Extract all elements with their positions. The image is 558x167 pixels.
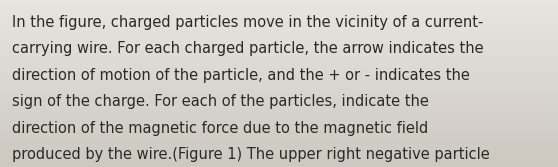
Text: carrying wire. For each charged particle, the arrow indicates the: carrying wire. For each charged particle… [12,41,484,56]
Text: In the figure, charged particles move in the vicinity of a current-: In the figure, charged particles move in… [12,15,484,30]
Text: produced by the wire.(Figure 1) The upper right negative particle: produced by the wire.(Figure 1) The uppe… [12,147,490,162]
Text: direction of the magnetic force due to the magnetic field: direction of the magnetic force due to t… [12,121,429,136]
Text: direction of motion of the particle, and the + or - indicates the: direction of motion of the particle, and… [12,68,470,83]
Text: sign of the charge. For each of the particles, indicate the: sign of the charge. For each of the part… [12,94,429,109]
